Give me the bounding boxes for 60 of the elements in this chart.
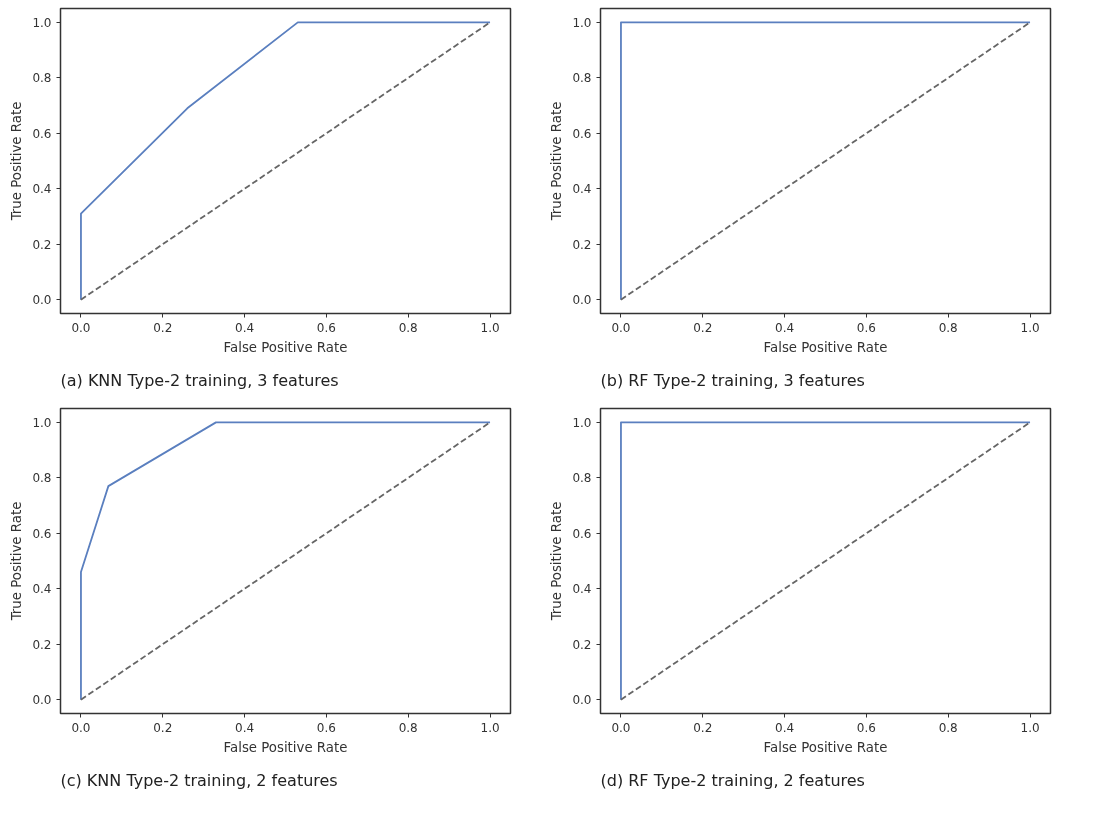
x-tick-label: 0.6 [856, 720, 876, 735]
y-tick-label: 1.0 [32, 15, 52, 30]
y-tick-label: 0.2 [32, 637, 52, 652]
x-axis-title: False Positive Rate [223, 739, 348, 755]
y-tick-label: 0.4 [32, 182, 52, 197]
y-tick-label: 0.0 [32, 293, 52, 308]
x-tick-label: 0.2 [693, 320, 713, 335]
x-tick-label: 0.2 [693, 720, 713, 735]
y-tick-label: 0.8 [572, 471, 592, 486]
y-tick-label: 0.0 [572, 693, 592, 708]
y-axis-title: True Positive Rate [9, 501, 25, 622]
x-tick-label: 1.0 [1020, 320, 1040, 335]
y-tick-label: 0.8 [572, 71, 592, 86]
y-tick-label: 0.8 [32, 71, 52, 86]
y-tick-label: 0.6 [32, 526, 52, 541]
y-tick-label: 0.0 [572, 293, 592, 308]
x-tick-label: 1.0 [480, 320, 500, 335]
x-axis-title: False Positive Rate [763, 339, 888, 355]
x-tick-label: 0.4 [775, 320, 795, 335]
y-tick-label: 0.4 [572, 182, 592, 197]
y-axis-title: True Positive Rate [9, 101, 25, 222]
x-tick-label: 0.4 [235, 320, 255, 335]
x-axis-title: False Positive Rate [223, 339, 348, 355]
x-tick-label: 1.0 [480, 720, 500, 735]
x-tick-label: 0.8 [398, 320, 418, 335]
y-axis-title: True Positive Rate [549, 101, 565, 222]
y-tick-label: 0.6 [572, 526, 592, 541]
x-tick-label: 0.8 [938, 720, 958, 735]
x-tick-label: 0.4 [235, 720, 255, 735]
y-tick-label: 0.6 [32, 126, 52, 141]
y-tick-label: 0.6 [572, 126, 592, 141]
y-tick-label: 0.2 [572, 237, 592, 252]
x-tick-label: 1.0 [1020, 720, 1040, 735]
x-tick-label: 0.6 [316, 320, 336, 335]
text: (b) RF Type-2 training, 3 features [600, 370, 865, 390]
x-tick-label: 0.2 [153, 720, 173, 735]
x-tick-label: 0.0 [71, 320, 91, 335]
x-axis-title: False Positive Rate [763, 739, 888, 755]
text: (d) RF Type-2 training, 2 features [600, 770, 865, 790]
y-tick-label: 0.2 [32, 237, 52, 252]
text: (c) KNN Type-2 training, 2 features [60, 770, 338, 790]
y-axis-title: True Positive Rate [549, 501, 565, 622]
y-tick-label: 0.0 [32, 693, 52, 708]
y-tick-label: 0.8 [32, 471, 52, 486]
x-tick-label: 0.8 [938, 320, 958, 335]
y-tick-label: 1.0 [32, 415, 52, 430]
x-tick-label: 0.6 [856, 320, 876, 335]
text: (a) KNN Type-2 training, 3 features [60, 370, 339, 390]
y-tick-label: 1.0 [572, 415, 592, 430]
x-tick-label: 0.2 [153, 320, 173, 335]
y-tick-label: 1.0 [572, 15, 592, 30]
y-tick-label: 0.4 [572, 582, 592, 597]
x-tick-label: 0.4 [775, 720, 795, 735]
x-tick-label: 0.0 [611, 720, 631, 735]
x-tick-label: 0.0 [611, 320, 631, 335]
y-tick-label: 0.2 [572, 637, 592, 652]
x-tick-label: 0.8 [398, 720, 418, 735]
y-tick-label: 0.4 [32, 582, 52, 597]
x-tick-label: 0.0 [71, 720, 91, 735]
x-tick-label: 0.6 [316, 720, 336, 735]
